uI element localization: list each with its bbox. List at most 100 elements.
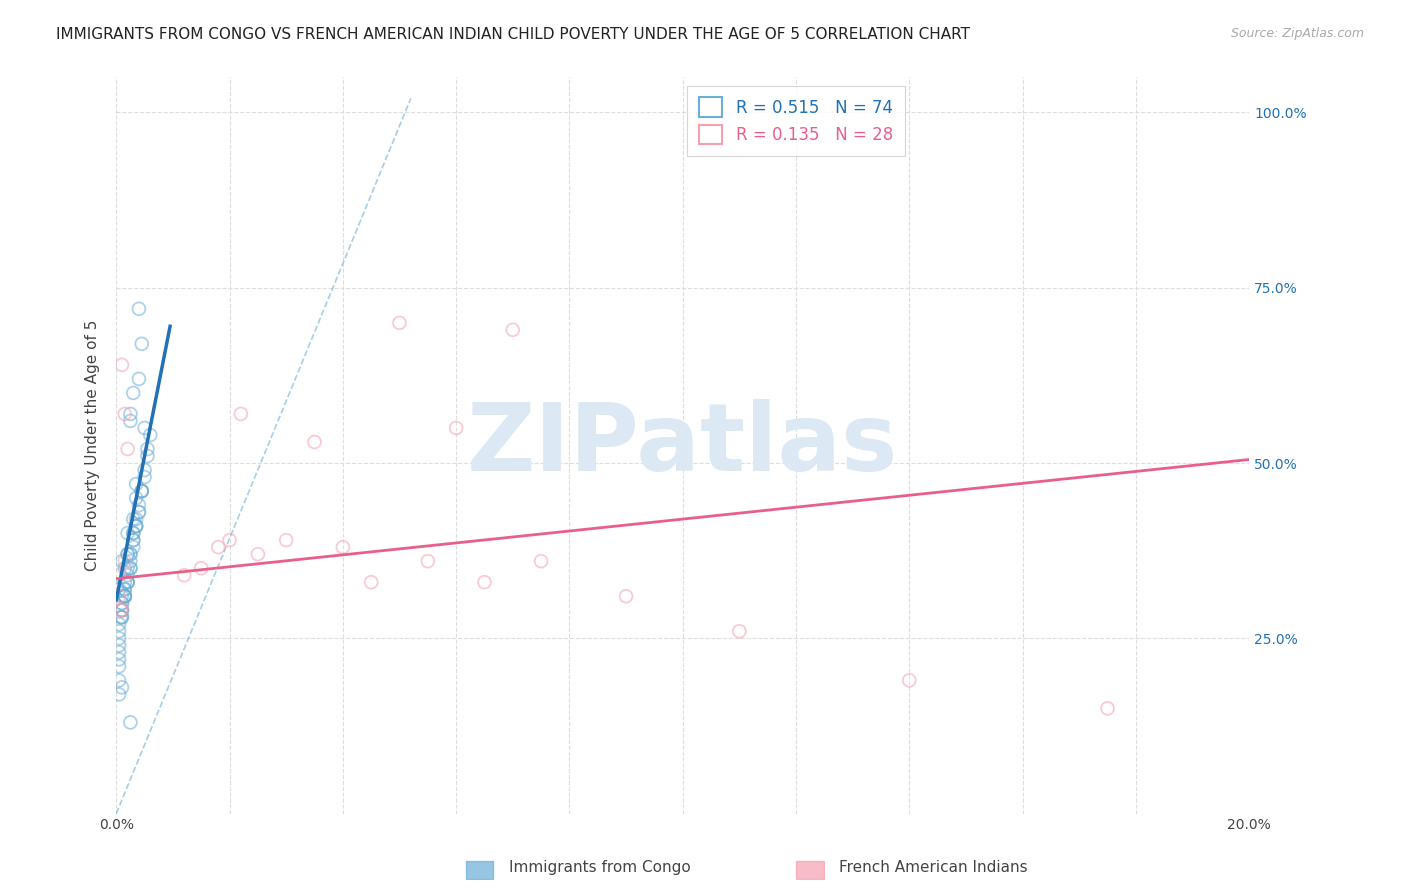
Point [125, 519, 148, 533]
Point [108, 659, 131, 673]
Point [120, 554, 142, 568]
Point [125, 477, 148, 491]
Point [114, 407, 136, 421]
Point [128, 372, 150, 386]
Point [190, 561, 212, 575]
Point [128, 505, 150, 519]
Point [122, 540, 145, 554]
Point [304, 434, 326, 449]
Point [114, 582, 136, 597]
Point [614, 589, 637, 603]
Point [332, 540, 354, 554]
Point [276, 533, 298, 548]
Point [111, 596, 134, 610]
Point [108, 638, 131, 652]
Point [246, 547, 269, 561]
Point [108, 582, 131, 597]
Point [136, 449, 159, 463]
Point [111, 603, 134, 617]
Point [111, 358, 134, 372]
Y-axis label: Child Poverty Under the Age of 5: Child Poverty Under the Age of 5 [86, 320, 100, 571]
Point [111, 681, 134, 695]
Point [122, 533, 145, 548]
Point [530, 554, 553, 568]
Point [134, 421, 156, 435]
Point [110, 603, 132, 617]
Legend: R = 0.515   N = 74, R = 0.135   N = 28: R = 0.515 N = 74, R = 0.135 N = 28 [688, 86, 904, 156]
Point [114, 589, 136, 603]
Point [218, 533, 240, 548]
Text: IMMIGRANTS FROM CONGO VS FRENCH AMERICAN INDIAN CHILD POVERTY UNDER THE AGE OF 5: IMMIGRANTS FROM CONGO VS FRENCH AMERICAN… [56, 27, 970, 42]
Point [114, 554, 136, 568]
Point [125, 519, 148, 533]
Point [120, 547, 142, 561]
Point [117, 561, 139, 575]
Point [111, 610, 134, 624]
Point [117, 547, 139, 561]
Point [120, 414, 142, 428]
Point [108, 687, 131, 701]
Point [117, 568, 139, 582]
Text: Source: ZipAtlas.com: Source: ZipAtlas.com [1230, 27, 1364, 40]
Point [114, 561, 136, 575]
Point [117, 575, 139, 590]
Point [128, 505, 150, 519]
Point [120, 561, 142, 575]
Point [111, 596, 134, 610]
Point [120, 547, 142, 561]
Point [117, 442, 139, 456]
Point [111, 554, 134, 568]
Point [131, 484, 153, 499]
Text: ZIPatlas: ZIPatlas [467, 400, 898, 491]
Point [474, 575, 496, 590]
Point [229, 407, 252, 421]
Point [108, 589, 131, 603]
Point [131, 484, 153, 499]
Point [117, 575, 139, 590]
Point [122, 526, 145, 541]
Point [388, 316, 411, 330]
Point [120, 561, 142, 575]
Point [444, 421, 467, 435]
Point [207, 540, 229, 554]
Point [134, 470, 156, 484]
Point [120, 715, 142, 730]
Point [108, 632, 131, 646]
Point [728, 624, 751, 639]
Point [111, 610, 134, 624]
Point [125, 512, 148, 526]
Point [111, 603, 134, 617]
Point [128, 301, 150, 316]
Point [416, 554, 439, 568]
Point [502, 323, 524, 337]
Point [114, 589, 136, 603]
Point [122, 512, 145, 526]
Point [898, 673, 921, 688]
Point [128, 498, 150, 512]
Point [131, 336, 153, 351]
Point [111, 603, 134, 617]
Point [131, 484, 153, 499]
Point [125, 519, 148, 533]
Point [125, 491, 148, 505]
Point [122, 526, 145, 541]
Point [1097, 701, 1119, 715]
Point [117, 526, 139, 541]
Point [114, 589, 136, 603]
Point [114, 589, 136, 603]
Point [111, 603, 134, 617]
Point [120, 407, 142, 421]
Point [114, 589, 136, 603]
Point [117, 547, 139, 561]
Point [134, 463, 156, 477]
Point [108, 624, 131, 639]
Point [122, 533, 145, 548]
Point [110, 610, 132, 624]
Point [108, 617, 131, 632]
Point [117, 575, 139, 590]
Point [111, 589, 134, 603]
Text: French American Indians: French American Indians [839, 860, 1028, 874]
Point [114, 582, 136, 597]
Point [108, 673, 131, 688]
Point [173, 568, 195, 582]
